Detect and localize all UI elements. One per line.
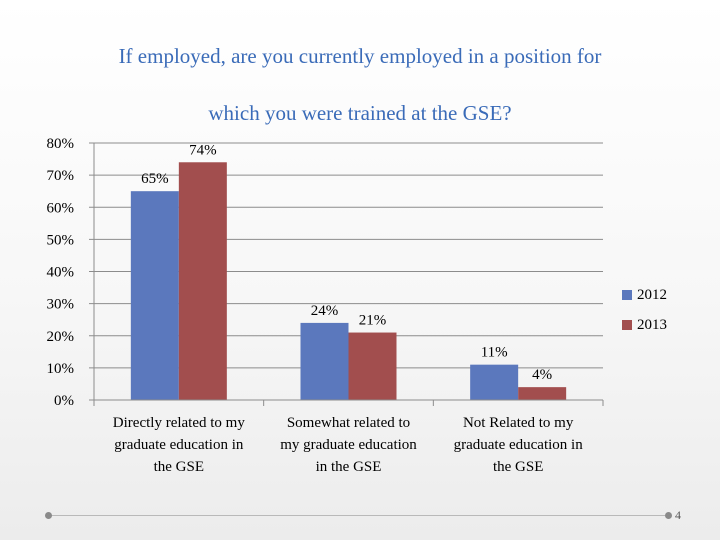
data-label-2012-2: 11% [481,345,508,361]
bar-2012-2 [470,364,519,400]
x-category-label-line: graduate education in [114,437,244,453]
y-tick-label: 60% [47,200,75,216]
bar-2012-0 [130,191,179,400]
y-tick-label: 50% [47,232,75,248]
footer-dot-left [45,512,52,519]
data-label-2013-2: 4% [532,367,552,383]
x-category-label-line: Directly related to my [112,415,245,431]
legend-item-2013: 2013 [622,310,667,340]
data-label-2013-0: 74% [189,142,217,158]
x-category-label-line: graduate education in [453,437,583,453]
y-tick-label: 70% [47,168,75,184]
slide-title-line-2: which you were trained at the GSE? [208,101,512,125]
y-tick-label: 10% [47,361,75,377]
legend-label-2013: 2013 [637,316,667,333]
x-category-label: Somewhat related to my graduate education… [265,412,433,478]
bar-2013-1 [348,332,397,400]
data-label-2012-0: 65% [141,171,169,187]
slide-title-line-1: If employed, are you currently employed … [118,44,602,68]
legend-swatch-2012 [622,290,632,300]
data-label-2013-1: 21% [359,313,387,329]
y-tick-label: 40% [47,265,75,281]
footer-divider [50,515,665,516]
x-category-label: Directly related to my graduate education… [95,412,263,478]
page-number: 4 [675,508,681,522]
bar-2012-1 [300,322,349,400]
footer-dot-right [665,512,672,519]
x-category-label-line: in the GSE [315,459,382,475]
y-tick-label: 80% [47,136,75,152]
x-category-label-line: Somewhat related to [286,415,411,431]
x-category-label: Not Related to my graduate education in th… [434,412,602,478]
y-tick-label: 30% [47,297,75,313]
x-category-label-line: the GSE [153,459,205,475]
x-category-label-line: the GSE [492,459,544,475]
y-tick-label: 0% [54,393,74,409]
slide-title: If employed, are you currently employed … [30,28,690,142]
data-label-2012-1: 24% [311,303,339,319]
y-tick-label: 20% [47,329,75,345]
legend-label-2012: 2012 [637,286,667,303]
x-category-label-line: Not Related to my [462,415,574,431]
chart-legend: 2012 2013 [622,280,667,340]
bar-2013-2 [518,387,567,400]
x-category-label-line: my graduate education [280,437,417,453]
bar-2013-0 [178,162,227,400]
legend-swatch-2013 [622,320,632,330]
legend-item-2012: 2012 [622,280,667,310]
